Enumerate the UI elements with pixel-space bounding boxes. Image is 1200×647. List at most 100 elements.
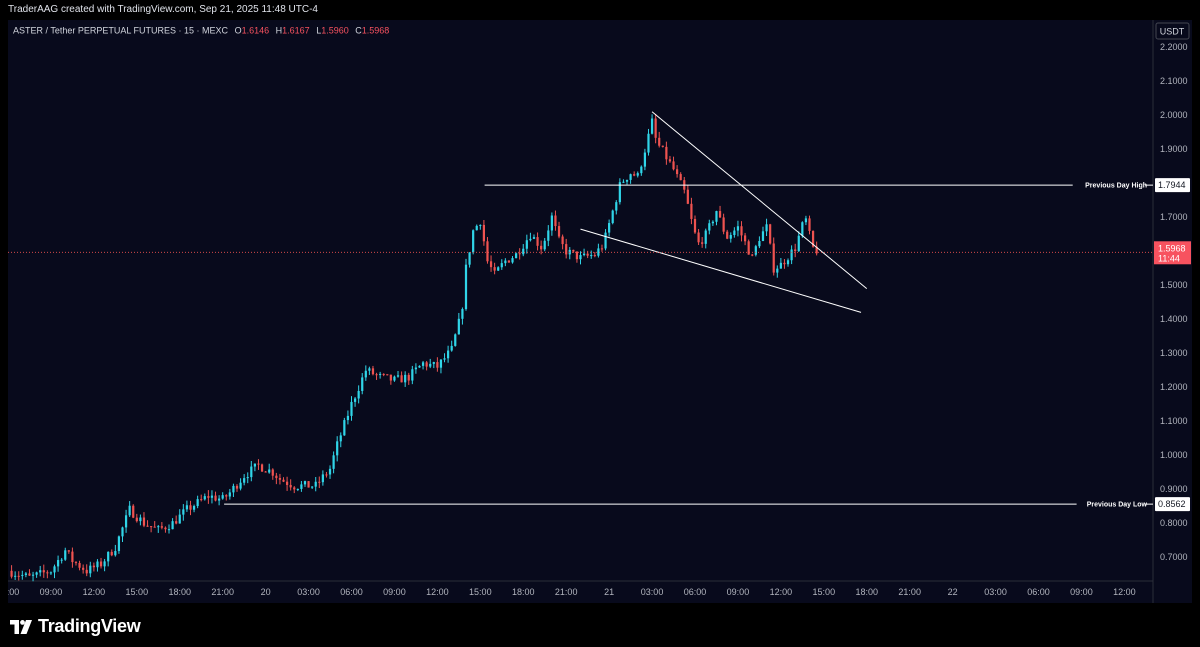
candle-up	[182, 509, 185, 515]
time-tick-label: 18:00	[512, 587, 535, 597]
candle-up	[203, 496, 206, 500]
candle-up	[314, 481, 317, 487]
trendline-upper[interactable]	[651, 111, 868, 289]
time-tick-label: 12:00	[1113, 587, 1136, 597]
time-tick-label: 06:00	[1027, 587, 1050, 597]
candle-down	[507, 260, 511, 263]
candle-down	[808, 218, 811, 231]
candle-up	[447, 350, 450, 359]
candle-up	[711, 221, 714, 224]
candle-down	[10, 570, 13, 577]
price-tick-label: 1.4000	[1160, 314, 1188, 324]
candle-up	[547, 230, 550, 241]
trendline-lower[interactable]	[580, 228, 862, 313]
time-tick-label: 03:00	[297, 587, 320, 597]
candle-up	[765, 224, 768, 232]
candlestick-chart[interactable]: USDT ASTER / Tether PERPETUAL FUTURES · …	[8, 20, 1192, 603]
candle-down	[672, 161, 675, 170]
candle-up	[114, 551, 117, 556]
time-tick-label: 12:00	[426, 587, 449, 597]
candle-up	[357, 390, 360, 399]
candle-down	[200, 499, 203, 501]
price-tick-label: 1.5000	[1160, 280, 1188, 290]
candle-down	[593, 255, 596, 257]
candle-down	[85, 569, 88, 574]
candle-up	[497, 267, 500, 271]
candle-up	[53, 566, 56, 573]
candle-down	[78, 563, 81, 568]
candle-up	[336, 441, 339, 456]
candle-down	[536, 237, 539, 246]
candle-down	[214, 495, 217, 501]
candle-down	[371, 368, 375, 375]
candle-up	[346, 415, 350, 421]
candle-up	[464, 264, 468, 310]
price-tick-label: 1.9000	[1160, 144, 1188, 154]
candle-down	[783, 262, 786, 265]
level-price-tag-bg	[1155, 497, 1190, 512]
legend-low-label: L	[316, 26, 321, 36]
candle-up	[368, 368, 371, 371]
candle-up	[303, 481, 307, 485]
price-tick-label: 0.9000	[1160, 484, 1188, 494]
candle-up	[414, 367, 418, 370]
candle-up	[622, 181, 625, 183]
candle-down	[282, 479, 285, 482]
candle-up	[178, 514, 181, 524]
candle-down	[693, 218, 697, 233]
chart-panel	[8, 20, 1192, 603]
candle-up	[157, 526, 160, 528]
candle-down	[697, 232, 700, 243]
candle-down	[375, 374, 378, 376]
candle-down	[701, 242, 704, 244]
candle-down	[654, 118, 657, 138]
candle-up	[14, 575, 17, 577]
credit-text: TraderAAG created with TradingView.com, …	[8, 4, 318, 15]
candle-down	[82, 567, 85, 570]
candle-down	[71, 551, 74, 563]
candle-down	[769, 224, 772, 244]
legend-low-value: 1.5960	[321, 26, 349, 36]
candle-down	[633, 174, 636, 176]
candle-up	[411, 369, 414, 381]
candle-down	[690, 203, 693, 219]
candle-down	[554, 215, 557, 227]
level-previous-day-low[interactable]: Previous Day Low 0.8562	[224, 497, 1190, 512]
price-tick-label: 1.3000	[1160, 348, 1188, 358]
candle-up	[396, 375, 400, 377]
legend-open-label: O	[235, 26, 242, 36]
candle-up	[167, 529, 171, 531]
candle-down	[425, 362, 428, 367]
candle-down	[815, 246, 818, 254]
candle-down	[207, 496, 210, 498]
candle-up	[604, 232, 607, 249]
candle-down	[164, 527, 167, 530]
time-axis[interactable]: 06:00 09:00 12:00 15:00 18:00 21:00 20 03:00 06:…	[8, 587, 1136, 597]
candle-up	[35, 572, 38, 575]
candle-down	[175, 521, 178, 524]
candle-up	[353, 398, 357, 402]
candle-up	[479, 224, 482, 226]
candle-up	[450, 345, 453, 351]
time-tick-label: 15:00	[813, 587, 836, 597]
currency-button[interactable]: USDT	[1155, 22, 1190, 40]
candle-down	[557, 226, 561, 237]
candle-up	[350, 401, 353, 416]
candle-up	[736, 226, 740, 231]
legend-close-value: 1.5968	[362, 26, 390, 36]
horizontal-levels[interactable]: Previous Day High 1.7944 Previous Day Low 0…	[224, 178, 1190, 512]
level-previous-day-high[interactable]: Previous Day High 1.7944	[484, 178, 1190, 193]
candle-up	[379, 373, 382, 375]
price-axis[interactable]: 2.20002.10002.00001.90001.80001.70001.60…	[1160, 42, 1188, 562]
candle-up	[404, 374, 407, 383]
candle-up	[243, 478, 246, 483]
candle-down	[743, 235, 747, 242]
candle-up	[64, 550, 67, 560]
candle-down	[275, 475, 278, 479]
legend-high-label: H	[276, 26, 283, 36]
currency-label: USDT	[1160, 27, 1185, 37]
candle-down	[382, 373, 385, 375]
time-tick-label: 12:00	[770, 587, 793, 597]
candle-down	[679, 174, 682, 181]
